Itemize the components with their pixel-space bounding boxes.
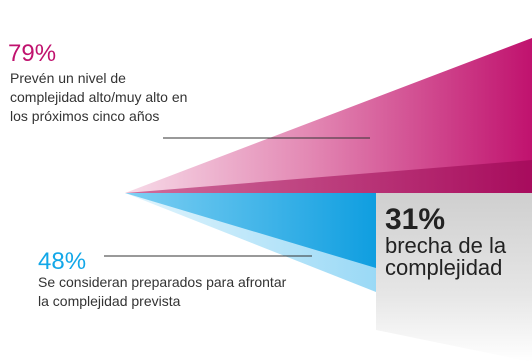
- low-description: Se consideran preparados para afrontar l…: [38, 274, 287, 309]
- high-wedge-upper: [125, 38, 532, 193]
- gap-callout: 31% brecha de la complejidad: [385, 205, 532, 279]
- high-wedge-lower: [125, 160, 532, 193]
- low-wedge: [125, 193, 376, 268]
- gap-value-label: 31%: [385, 203, 446, 236]
- low-value-label: 48%: [38, 248, 87, 275]
- gap-description: brecha de la complejidad: [385, 233, 507, 280]
- high-description: Prevén un nivel de complejidad alto/muy …: [10, 70, 188, 124]
- high-value-label: 79%: [8, 40, 57, 67]
- gap-wedge: [376, 193, 532, 362]
